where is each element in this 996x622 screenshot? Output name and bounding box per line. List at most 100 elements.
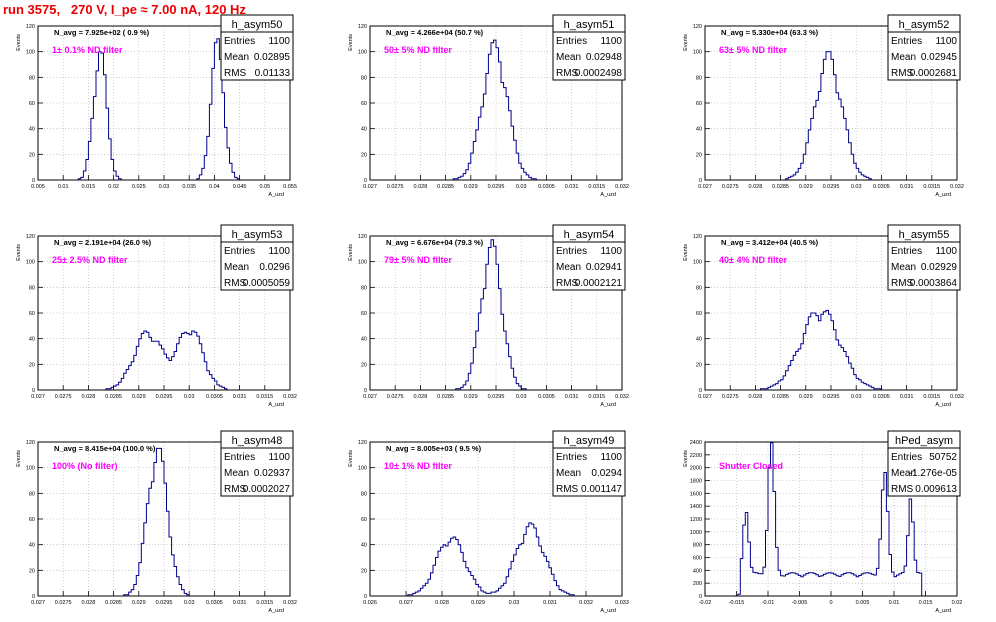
histogram-panel: 0.027 0.0275 0.028 0.0285 0.029 0.0295 0.03 0.0… [683, 14, 964, 198]
x-tick-label: 0.03 [509, 600, 520, 606]
y-tick-label: 120 [26, 234, 35, 240]
x-tick-label: 0.0295 [823, 184, 840, 190]
histogram-line [38, 330, 290, 391]
x-tick-label: -0.005 [792, 600, 808, 606]
y-tick-label: 80 [696, 75, 702, 81]
stat-label: Mean [891, 52, 916, 63]
stat-value: 1100 [600, 36, 622, 47]
y-tick-label: 40 [361, 543, 367, 549]
stat-label: Entries [556, 246, 587, 257]
y-tick-label: 60 [29, 311, 35, 317]
stat-label: Entries [556, 36, 587, 47]
histogram-line [705, 442, 957, 597]
y-axis-label: Events [16, 244, 22, 261]
stat-value: 0.02941 [586, 262, 623, 273]
histogram-title: hPed_asym [895, 435, 953, 447]
x-tick-label: 0.029 [464, 184, 478, 190]
x-tick-label: 0.029 [799, 394, 813, 400]
x-tick-label: 0.027 [31, 394, 45, 400]
filter-label: 50± 5% ND filter [384, 45, 452, 55]
filter-label: 10± 1% ND filter [384, 461, 452, 471]
histogram-panel: 0.027 0.0275 0.028 0.0285 0.029 0.0295 0.03 0.0… [348, 14, 629, 198]
x-tick-label: -0.02 [699, 600, 712, 606]
x-tick-label: 0.028 [82, 394, 96, 400]
x-tick-label: 0.015 [919, 600, 933, 606]
x-tick-label: 0.0285 [105, 600, 122, 606]
x-tick-label: 0.028 [435, 600, 449, 606]
x-axis-label: A_uzd [935, 192, 951, 198]
histogram-title: h_asym48 [232, 435, 283, 447]
x-tick-label: 0.01 [58, 184, 69, 190]
x-axis-label: A_uzd [935, 608, 951, 614]
stat-value: 1100 [268, 452, 290, 463]
stat-value: 0.0003864 [910, 278, 958, 289]
y-tick-label: 60 [361, 517, 367, 523]
x-tick-label: 0.027 [399, 600, 413, 606]
stat-label: Entries [224, 36, 255, 47]
x-tick-label: 0.031 [900, 184, 914, 190]
histogram-panel: 0.027 0.0275 0.028 0.0285 0.029 0.0295 0.03 0.0… [348, 224, 629, 408]
x-tick-label: 0.005 [856, 600, 870, 606]
x-tick-label: 0.027 [363, 394, 377, 400]
y-tick-label: 100 [26, 50, 35, 56]
filter-label: 63± 5% ND filter [719, 45, 787, 55]
stats-box [887, 14, 961, 81]
y-tick-label: 100 [358, 466, 367, 472]
y-tick-label: 200 [693, 581, 702, 587]
x-tick-label: 0.0275 [722, 184, 739, 190]
x-tick-label: 0.029 [132, 394, 146, 400]
stat-label: RMS [891, 484, 914, 495]
stat-value: 0.01133 [255, 68, 291, 79]
y-tick-label: 60 [29, 517, 35, 523]
stat-value: 0.0002027 [243, 484, 291, 495]
histogram-title: h_asym52 [899, 19, 950, 31]
y-tick-label: 0 [699, 178, 702, 184]
stat-value: 0.02895 [254, 52, 291, 63]
x-tick-label: 0.032 [615, 394, 629, 400]
x-tick-label: 0.0305 [873, 394, 890, 400]
y-tick-label: 80 [361, 285, 367, 291]
y-tick-label: 120 [26, 24, 35, 30]
navg-label: N_avg = 2.191e+04 (26.0 %) [54, 238, 152, 247]
x-axis-label: A_uzd [268, 608, 284, 614]
histogram-panel: -0.02 -0.015 -0.01 -0.005 0 0.005 0.01 0.015 0.0… [683, 430, 962, 614]
stat-value: 0.0002121 [575, 278, 623, 289]
stat-label: Mean [556, 262, 581, 273]
stat-label: Mean [891, 468, 916, 479]
y-tick-label: 20 [29, 152, 35, 158]
x-tick-label: 0.0315 [256, 394, 273, 400]
y-tick-label: 40 [361, 337, 367, 343]
histogram-panel: 0.027 0.0275 0.028 0.0285 0.029 0.0295 0.03 0.0… [16, 430, 297, 614]
stats-box [220, 14, 294, 81]
y-tick-label: 1800 [690, 479, 702, 485]
stats-box [552, 224, 626, 291]
y-tick-label: 20 [696, 152, 702, 158]
y-tick-label: 60 [361, 101, 367, 107]
x-tick-label: 0.028 [82, 600, 96, 606]
histogram-panel: 0.027 0.0275 0.028 0.0285 0.029 0.0295 0.03 0.0… [683, 224, 964, 408]
x-tick-label: 0.0305 [873, 184, 890, 190]
x-tick-label: 0.026 [363, 600, 377, 606]
x-axis-label: A_uzd [600, 402, 616, 408]
x-tick-label: 0.027 [363, 184, 377, 190]
x-tick-label: 0.035 [182, 184, 196, 190]
x-tick-label: 0.0275 [55, 394, 72, 400]
stat-value: 0.0002498 [575, 68, 623, 79]
y-tick-label: 2200 [690, 453, 702, 459]
x-tick-label: 0.032 [950, 394, 964, 400]
x-tick-label: 0.03 [851, 394, 862, 400]
y-tick-label: 20 [361, 362, 367, 368]
stat-label: Mean [556, 52, 581, 63]
x-tick-label: 0.0305 [206, 600, 223, 606]
x-tick-label: 0.0285 [437, 394, 454, 400]
y-tick-label: 20 [696, 362, 702, 368]
y-axis-label: Events [683, 450, 689, 467]
stat-label: Entries [556, 452, 587, 463]
x-tick-label: 0.032 [283, 600, 297, 606]
histogram-title: h_asym49 [564, 435, 615, 447]
y-tick-label: 60 [696, 311, 702, 317]
x-tick-label: 0.025 [132, 184, 146, 190]
x-tick-label: 0.03 [851, 184, 862, 190]
x-axis-label: A_uzd [600, 608, 616, 614]
histogram-line [370, 522, 622, 597]
